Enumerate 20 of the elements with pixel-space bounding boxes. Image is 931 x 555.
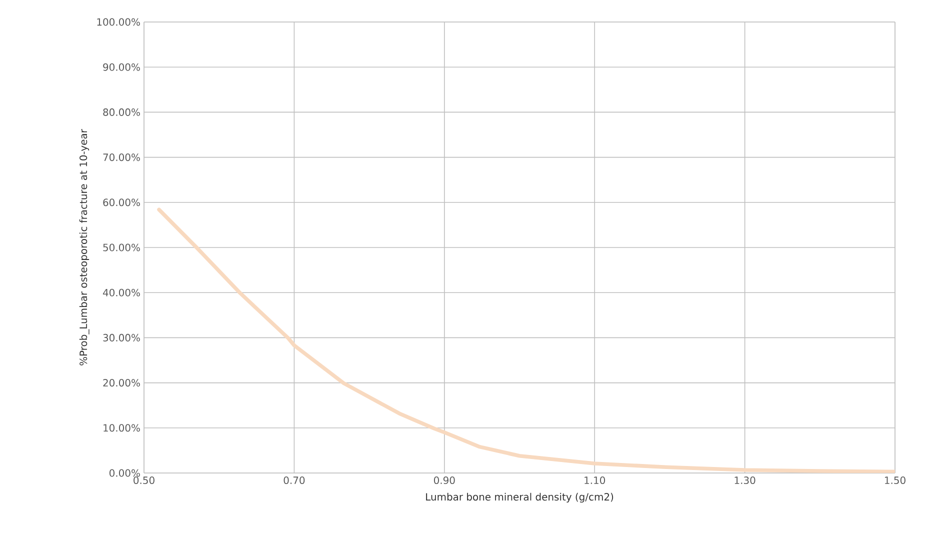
y-tick-label: 30.00% (103, 334, 140, 342)
x-tick-label: 0.70 (284, 476, 305, 484)
y-axis-title: %Prob_Lumbar osteoporotic fracture at 10-year (79, 129, 90, 366)
y-tick-label: 60.00% (103, 198, 140, 206)
y-tick-label: 90.00% (103, 63, 140, 71)
y-tick-label: 0.00% (109, 469, 140, 477)
x-axis-title: Lumbar bone mineral density (g/cm2) (426, 492, 614, 503)
y-tick-label: 80.00% (103, 108, 140, 116)
x-tick-label: 1.30 (734, 476, 756, 484)
y-tick-label: 20.00% (103, 379, 140, 387)
y-tick-label: 100.00% (97, 18, 140, 26)
y-tick-label: 10.00% (104, 424, 140, 432)
y-tick-label: 70.00% (103, 154, 140, 162)
y-tick-label: 50.00% (103, 244, 140, 252)
x-tick-label: 1.10 (584, 476, 606, 484)
y-tick-label: 40.00% (102, 288, 140, 296)
x-tick-label: 0.90 (434, 476, 455, 484)
x-tick-label: 0.50 (134, 476, 154, 484)
x-tick-label: 1.50 (885, 476, 906, 484)
line-series (157, 208, 896, 473)
